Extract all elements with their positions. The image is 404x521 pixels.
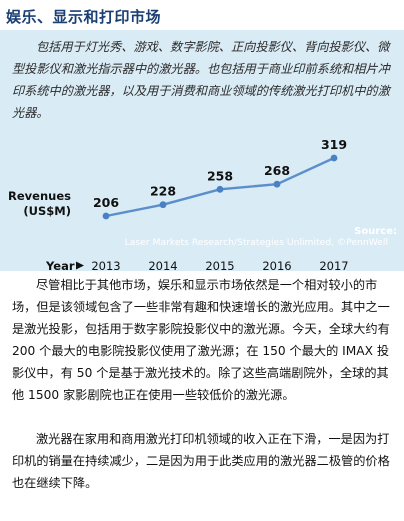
data-point (273, 180, 281, 188)
data-point (330, 154, 338, 162)
body-paragraph-2: 激光器在家用和商用激光打印机领域的收入正在下滑，一是因为打印机的销量在持续减少，… (12, 432, 390, 490)
revenue-series: 206 228 258 268 319 (93, 137, 347, 220)
data-label: 228 (150, 184, 176, 199)
source-text: Laser Markets Research/Strategies Unlimi… (125, 237, 388, 248)
data-label: 258 (207, 168, 233, 183)
section-title: 娱乐、显示和打印市场 (6, 8, 162, 26)
chart-source: Source:Laser Markets Research/Strategies… (125, 226, 397, 248)
sidebar-description: 包括用于灯光秀、游戏、数字影院、正向投影仪、背向投影仪、微型投影仪和激光指示器中… (12, 40, 390, 120)
x-tick-label: 2016 (262, 259, 291, 273)
data-point (102, 212, 110, 220)
x-tick-label: 2015 (205, 259, 234, 273)
data-label: 206 (93, 195, 119, 210)
data-label: 319 (321, 137, 347, 152)
y-axis-label-line: (US$M) (23, 204, 71, 218)
x-tick-label: 2014 (148, 259, 177, 273)
y-axis-label-line: Revenues (8, 189, 71, 203)
body-paragraph-1: 尽管相比于其他市场，娱乐和显示市场依然是一个相对较小的市场，但是该领域包含了一些… (12, 278, 390, 402)
x-tick-label: 2013 (91, 259, 120, 273)
x-axis-arrow-icon (76, 261, 84, 270)
data-point (159, 201, 167, 209)
source-label: Source: (354, 226, 397, 237)
data-point (216, 185, 224, 193)
sidebar-box (0, 30, 404, 271)
x-tick-label: 2017 (319, 259, 348, 273)
revenue-chart: Revenues(US$M) Source:Laser Markets Rese… (8, 137, 397, 273)
data-label: 268 (264, 163, 290, 178)
y-axis-label: Revenues(US$M) (8, 189, 71, 218)
x-axis: Year 2013 2014 2015 2016 2017 (45, 259, 349, 273)
x-axis-label: Year (45, 259, 75, 273)
